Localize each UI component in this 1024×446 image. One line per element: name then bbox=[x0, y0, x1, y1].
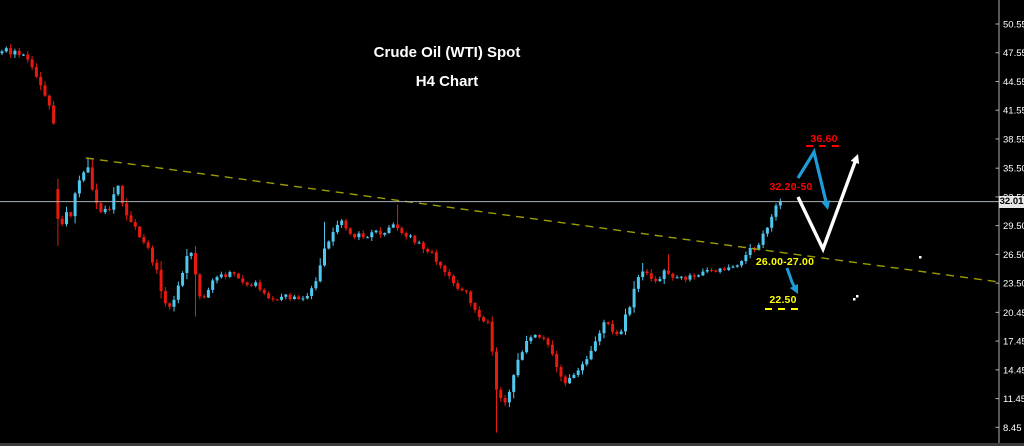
y-axis-tick-label: 44.55 bbox=[1003, 77, 1024, 88]
y-axis-tick-label: 11.45 bbox=[1003, 394, 1024, 405]
y-axis-tick-label: 23.50 bbox=[1003, 279, 1024, 290]
y-axis-tick-label: 38.55 bbox=[1003, 134, 1024, 145]
blue-pullback-projection-arrow bbox=[796, 147, 831, 210]
window-bottom-border bbox=[0, 443, 1024, 446]
candles-layer bbox=[0, 44, 782, 433]
blue-support-pointer-arrow bbox=[785, 267, 798, 294]
stray-dot bbox=[856, 295, 859, 298]
y-axis-tick-label: 29.50 bbox=[1003, 221, 1024, 232]
white-rally-projection-arrow bbox=[796, 154, 860, 254]
y-axis-tick-label: 17.45 bbox=[1003, 337, 1024, 348]
y-axis-tick-label: 35.50 bbox=[1003, 164, 1024, 175]
y-axis-tick-label: 41.55 bbox=[1003, 106, 1024, 117]
y-axis-tick-label: 47.55 bbox=[1003, 48, 1024, 59]
descending-trendline bbox=[85, 157, 1000, 283]
stray-dot bbox=[853, 298, 856, 301]
y-axis-tick-label: 20.45 bbox=[1003, 308, 1024, 319]
y-axis[interactable]: 50.55 47.55 44.55 41.55 38.55 35.50 32.50 29.50… bbox=[995, 0, 1024, 443]
stray-dot bbox=[919, 256, 922, 259]
y-axis-tick-label: 14.45 bbox=[1003, 365, 1024, 376]
y-axis-tick-label: 32.50 bbox=[1003, 192, 1024, 203]
y-axis-tick-label: 26.50 bbox=[1003, 250, 1024, 261]
y-axis-tick-label: 8.45 bbox=[1003, 423, 1022, 434]
y-axis-tick-label: 50.55 bbox=[1003, 20, 1024, 31]
